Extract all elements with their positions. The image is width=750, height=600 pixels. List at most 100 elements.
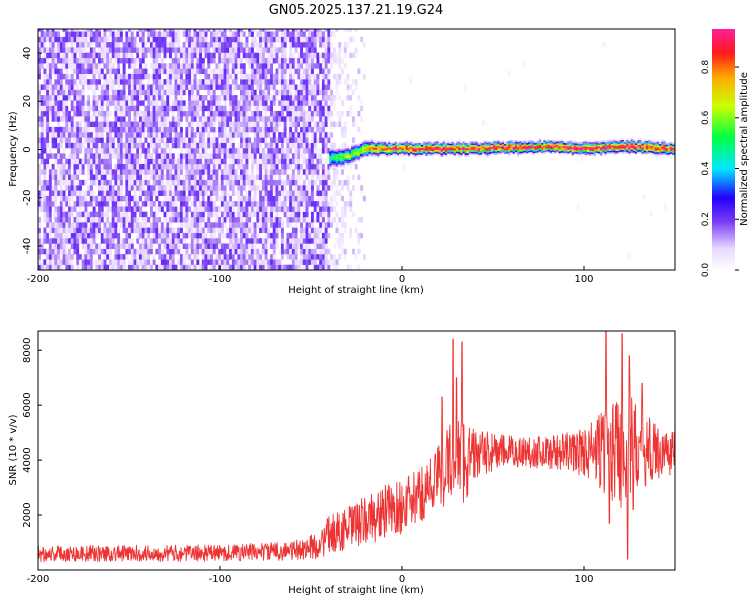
heatmap-cell bbox=[234, 238, 238, 244]
heatmap-cell bbox=[84, 248, 88, 255]
heatmap-cell bbox=[207, 248, 211, 255]
heatmap-cell bbox=[223, 57, 227, 64]
heatmap-cell bbox=[182, 100, 186, 106]
heatmap-cell bbox=[294, 100, 298, 106]
heatmap-cell bbox=[283, 264, 287, 270]
heatmap-cell bbox=[220, 216, 224, 223]
heatmap-cell bbox=[354, 29, 358, 32]
heatmap-cell bbox=[78, 169, 82, 175]
heatmap-cell bbox=[84, 195, 88, 202]
heatmap-cell bbox=[226, 95, 230, 101]
heatmap-cell bbox=[286, 243, 290, 249]
heatmap-cell bbox=[343, 29, 347, 32]
heatmap-cell bbox=[229, 132, 233, 138]
heatmap-cell bbox=[190, 52, 194, 59]
heatmap-cell bbox=[353, 149, 356, 152]
heatmap-cell bbox=[73, 47, 77, 53]
heatmap-cell bbox=[81, 132, 85, 138]
heatmap-cell bbox=[68, 29, 71, 32]
heatmap-cell bbox=[78, 68, 82, 75]
heatmap-cell bbox=[59, 190, 63, 196]
heatmap-cell bbox=[375, 146, 378, 149]
heatmap-cell bbox=[215, 158, 219, 165]
heatmap-cell bbox=[253, 79, 257, 85]
heatmap-cell bbox=[308, 100, 312, 106]
heatmap-cell bbox=[125, 57, 129, 64]
heatmap-cell bbox=[130, 29, 134, 32]
heatmap-cell bbox=[311, 63, 314, 69]
heatmap-cell bbox=[449, 153, 452, 156]
heatmap-cell bbox=[332, 259, 336, 265]
heatmap-cell bbox=[460, 151, 463, 154]
heatmap-cell bbox=[111, 222, 115, 228]
heatmap-cell bbox=[147, 110, 151, 117]
heatmap-cell bbox=[412, 154, 415, 157]
heatmap-cell bbox=[302, 95, 306, 101]
heatmap-cell bbox=[65, 73, 69, 80]
heatmap-cell bbox=[48, 195, 52, 202]
heatmap-cell bbox=[223, 248, 227, 255]
heatmap-cell bbox=[122, 148, 126, 154]
heatmap-cell bbox=[174, 216, 178, 223]
heatmap-cell bbox=[179, 137, 183, 143]
heatmap-cell bbox=[111, 89, 115, 96]
heatmap-cell bbox=[51, 68, 55, 75]
heatmap-cell bbox=[272, 227, 276, 234]
heatmap-cell bbox=[270, 73, 273, 80]
heatmap-cell bbox=[649, 210, 653, 217]
heatmap-cell bbox=[106, 57, 110, 64]
heatmap-cell bbox=[158, 63, 162, 69]
heatmap-cell bbox=[245, 248, 249, 255]
heatmap-cell bbox=[155, 169, 159, 175]
heatmap-cell bbox=[46, 57, 50, 64]
heatmap-cell bbox=[106, 153, 110, 159]
heatmap-cell bbox=[65, 227, 69, 234]
heatmap-cell bbox=[38, 57, 41, 64]
heatmap-cell bbox=[81, 211, 85, 218]
heatmap-cell bbox=[166, 206, 170, 212]
heatmap-cell bbox=[152, 116, 156, 122]
heatmap-cell bbox=[302, 158, 306, 165]
heatmap-cell bbox=[278, 185, 282, 191]
heatmap-cell bbox=[212, 185, 216, 191]
heatmap-cell bbox=[193, 201, 197, 207]
heatmap-cell bbox=[333, 163, 336, 166]
heatmap-cell bbox=[193, 232, 197, 239]
heatmap-cell bbox=[231, 121, 235, 128]
heatmap-cell bbox=[229, 31, 233, 37]
heatmap-cell bbox=[294, 132, 298, 138]
heatmap-cell bbox=[259, 89, 263, 96]
heatmap-cell bbox=[185, 148, 189, 154]
heatmap-cell bbox=[78, 238, 82, 244]
heatmap-cell bbox=[388, 147, 391, 150]
heatmap-cell bbox=[204, 254, 208, 260]
heatmap-cell bbox=[59, 126, 63, 133]
heatmap-cell bbox=[38, 222, 41, 228]
heatmap-cell bbox=[333, 148, 336, 150]
heatmap-cell bbox=[188, 222, 192, 228]
heatmap-cell bbox=[62, 158, 66, 165]
heatmap-cell bbox=[182, 142, 186, 149]
heatmap-cell bbox=[78, 211, 82, 218]
heatmap-cell bbox=[95, 84, 99, 90]
heatmap-cell bbox=[95, 110, 99, 117]
heatmap-cell bbox=[354, 52, 358, 59]
heatmap-cell bbox=[65, 211, 69, 218]
heatmap-cell bbox=[201, 206, 205, 212]
heatmap-cell bbox=[300, 201, 304, 207]
heatmap-cell bbox=[87, 29, 91, 32]
heatmap-cell bbox=[338, 52, 342, 59]
heatmap-cell bbox=[272, 142, 276, 149]
heatmap-cell bbox=[68, 222, 71, 228]
heatmap-cell bbox=[89, 169, 93, 175]
heatmap-cell bbox=[234, 63, 238, 69]
heatmap-cell bbox=[119, 201, 123, 207]
heatmap-cell bbox=[297, 57, 301, 64]
heatmap-cell bbox=[73, 190, 77, 196]
heatmap-cell bbox=[117, 89, 121, 96]
heatmap-cell bbox=[313, 227, 317, 234]
heatmap-cell bbox=[57, 264, 61, 270]
heatmap-cell bbox=[272, 174, 276, 181]
heatmap-cell bbox=[226, 216, 230, 223]
heatmap-cell bbox=[234, 259, 238, 265]
